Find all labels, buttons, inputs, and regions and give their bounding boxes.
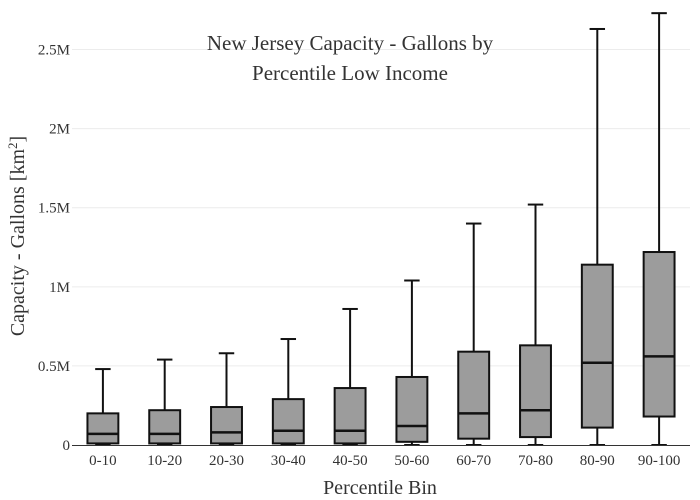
box-80-90 <box>580 27 614 446</box>
y-axis-ticks: 0 0.5M 1M 1.5M 2M 2.5M <box>38 43 70 454</box>
x-tick-label-0-10: 0-10 <box>89 453 117 469</box>
chart-title-line-1: New Jersey Capacity - Gallons by <box>207 31 494 55</box>
box-iqr <box>148 409 182 445</box>
box-30-40 <box>271 338 305 446</box>
x-tick-label-40-50: 40-50 <box>333 453 368 469</box>
y-tick-label-4: 2M <box>49 122 70 138</box>
x-tick-label-10-20: 10-20 <box>147 453 182 469</box>
x-tick-label-80-90: 80-90 <box>580 453 615 469</box>
box-iqr <box>642 251 676 418</box>
box-70-80 <box>519 203 552 446</box>
box-iqr <box>580 263 614 429</box>
x-tick-label-90-100: 90-100 <box>638 453 681 469</box>
x-axis-ticks: 0-10 10-20 20-30 30-40 40-50 50-60 60-70 70-80 8… <box>89 453 680 469</box>
box-iqr <box>210 406 243 445</box>
x-tick-label-30-40: 30-40 <box>271 453 306 469</box>
x-tick-label-50-60: 50-60 <box>394 453 429 469</box>
y-axis-title: Capacity - Gallons [km2] <box>5 136 30 336</box>
chart-title-line-2: Percentile Low Income <box>252 61 448 85</box>
x-tick-label-70-80: 70-80 <box>518 453 553 469</box>
y-tick-label-2: 1M <box>49 280 70 296</box>
box-iqr <box>271 398 305 445</box>
box-iqr <box>519 344 552 439</box>
box-series <box>86 12 676 446</box>
x-tick-label-60-70: 60-70 <box>456 453 491 469</box>
y-axis-title-close: ] <box>7 136 29 143</box>
y-axis-title-superscript: 2 <box>5 142 20 149</box>
x-axis-title: Percentile Bin <box>323 477 437 499</box>
y-tick-label-3: 1.5M <box>38 201 70 217</box>
box-iqr <box>395 375 429 443</box>
y-axis-title-main: Capacity - Gallons [km <box>7 149 29 337</box>
y-tick-label-1: 0.5M <box>38 359 70 375</box>
box-50-60 <box>395 279 429 446</box>
box-0-10 <box>86 368 120 446</box>
y-tick-label-0: 0 <box>63 438 71 454</box>
box-90-100 <box>642 12 676 446</box>
box-10-20 <box>148 358 182 446</box>
y-tick-label-5: 2.5M <box>38 43 70 59</box>
box-40-50 <box>333 307 367 446</box>
x-tick-label-20-30: 20-30 <box>209 453 244 469</box>
box-20-30 <box>210 352 243 446</box>
box-iqr <box>457 350 491 440</box>
box-iqr <box>333 387 367 445</box>
box-60-70 <box>457 222 491 446</box>
box-iqr <box>86 412 120 445</box>
